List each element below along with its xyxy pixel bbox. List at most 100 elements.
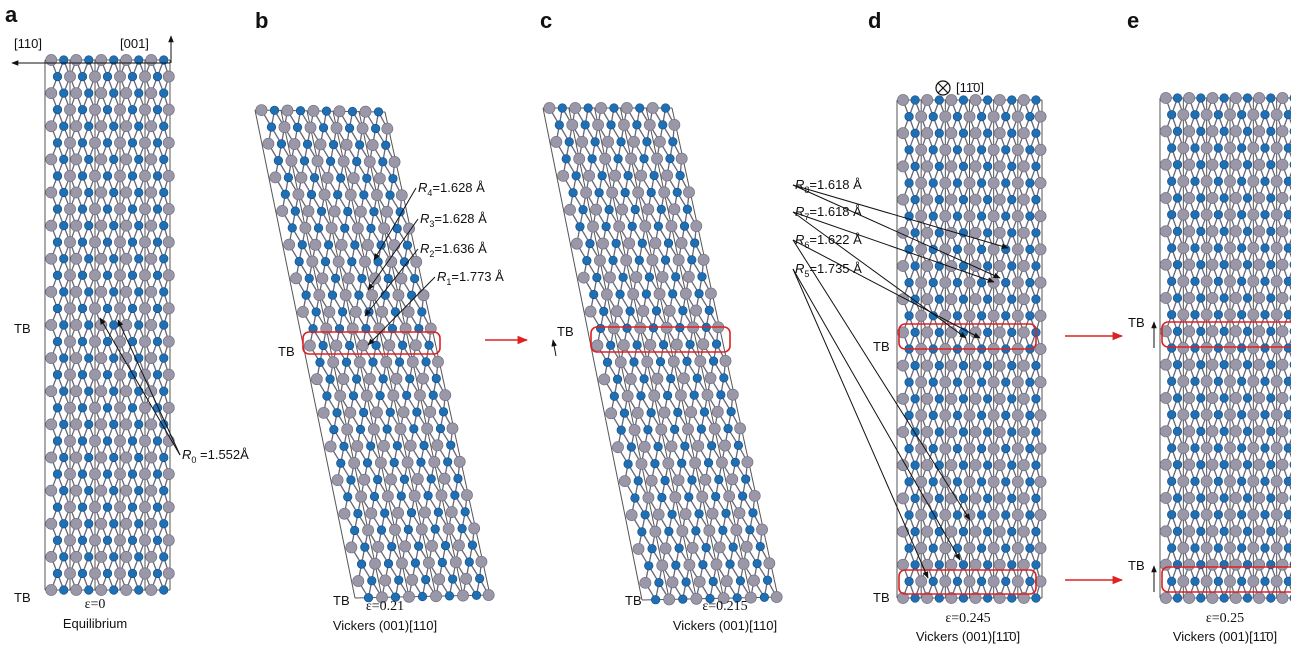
c-atom xyxy=(426,540,437,551)
b-atom xyxy=(366,442,375,451)
b-atom xyxy=(1267,494,1276,503)
bond-label: R6=1.622 Å xyxy=(795,232,862,250)
c-atom xyxy=(599,374,610,385)
c-atom xyxy=(163,502,174,513)
b-atom xyxy=(911,561,920,570)
c-atom xyxy=(64,203,75,214)
c-atom xyxy=(659,407,670,418)
c-atom xyxy=(1012,476,1023,487)
b-atom xyxy=(658,121,667,130)
b-atom xyxy=(661,256,670,265)
c-atom xyxy=(1207,92,1218,103)
b-atom xyxy=(698,272,707,281)
c-atom xyxy=(618,119,629,130)
b-atom xyxy=(387,542,396,551)
b-atom xyxy=(1243,227,1252,236)
b-atom xyxy=(1243,394,1252,403)
c-atom xyxy=(1178,276,1189,287)
b-atom xyxy=(84,155,93,164)
b-atom xyxy=(983,129,992,138)
shear-arrow xyxy=(553,340,556,356)
b-atom xyxy=(983,195,992,204)
c-atom xyxy=(612,442,623,453)
b-atom xyxy=(59,188,68,197)
b-atom xyxy=(128,139,137,148)
c-atom xyxy=(711,559,722,570)
b-atom xyxy=(109,453,118,462)
c-atom xyxy=(940,144,951,155)
c-atom xyxy=(690,457,701,468)
b-atom xyxy=(153,304,162,313)
c-atom xyxy=(1012,576,1023,587)
b-atom xyxy=(153,503,162,512)
b-atom xyxy=(709,357,718,366)
b-atom xyxy=(953,212,962,221)
b-atom xyxy=(367,576,376,585)
b-atom xyxy=(103,304,112,313)
c-atom xyxy=(719,440,730,451)
b-atom xyxy=(1191,477,1200,486)
b-atom xyxy=(1214,244,1223,253)
c-atom xyxy=(1224,109,1235,120)
c-atom xyxy=(348,173,359,184)
b-atom xyxy=(983,561,992,570)
b-atom xyxy=(673,188,682,197)
c-atom xyxy=(411,256,422,267)
b-atom xyxy=(935,328,944,337)
b-atom xyxy=(693,374,702,383)
b-atom xyxy=(977,278,986,287)
c-atom xyxy=(964,244,975,255)
c-atom xyxy=(454,456,465,467)
b-atom xyxy=(363,459,372,468)
b-atom xyxy=(731,458,740,467)
c-atom xyxy=(89,270,100,281)
b-atom xyxy=(724,424,733,433)
c-atom xyxy=(1248,209,1259,220)
b-atom xyxy=(598,171,607,180)
b-atom xyxy=(935,96,944,105)
c-atom xyxy=(163,170,174,181)
bond-symbol: R xyxy=(418,180,427,195)
b-atom xyxy=(617,138,626,147)
panel-label: c xyxy=(540,8,552,33)
b-atom xyxy=(159,89,168,98)
b-atom xyxy=(953,245,962,254)
c-atom xyxy=(584,170,595,181)
c-atom xyxy=(702,389,713,400)
c-atom xyxy=(1035,277,1046,288)
c-atom xyxy=(595,102,606,113)
b-atom xyxy=(159,155,168,164)
b-atom xyxy=(1032,428,1041,437)
b-atom xyxy=(159,188,168,197)
c-atom xyxy=(1201,409,1212,420)
b-atom xyxy=(1001,378,1010,387)
c-atom xyxy=(691,220,702,231)
c-atom xyxy=(1035,443,1046,454)
c-atom xyxy=(1254,192,1265,203)
c-atom xyxy=(738,558,749,569)
c-atom xyxy=(632,407,643,418)
c-atom xyxy=(660,543,671,554)
c-atom xyxy=(1201,109,1212,120)
c-atom xyxy=(1035,144,1046,155)
b-atom xyxy=(911,229,920,238)
b-atom xyxy=(977,478,986,487)
b-atom xyxy=(84,453,93,462)
b-atom xyxy=(572,172,581,181)
b-atom xyxy=(314,224,323,233)
c-atom xyxy=(341,139,352,150)
c-atom xyxy=(419,507,430,518)
b-atom xyxy=(384,559,393,568)
b-atom xyxy=(606,341,615,350)
b-atom xyxy=(78,370,87,379)
c-atom xyxy=(592,340,603,351)
c-atom xyxy=(1035,111,1046,122)
b-atom xyxy=(959,461,968,470)
c-atom xyxy=(393,290,404,301)
c-atom xyxy=(1160,259,1171,270)
c-atom xyxy=(346,542,357,553)
c-atom xyxy=(897,260,908,271)
b-atom xyxy=(1237,477,1246,486)
c-atom xyxy=(964,111,975,122)
c-atom xyxy=(1248,442,1259,453)
